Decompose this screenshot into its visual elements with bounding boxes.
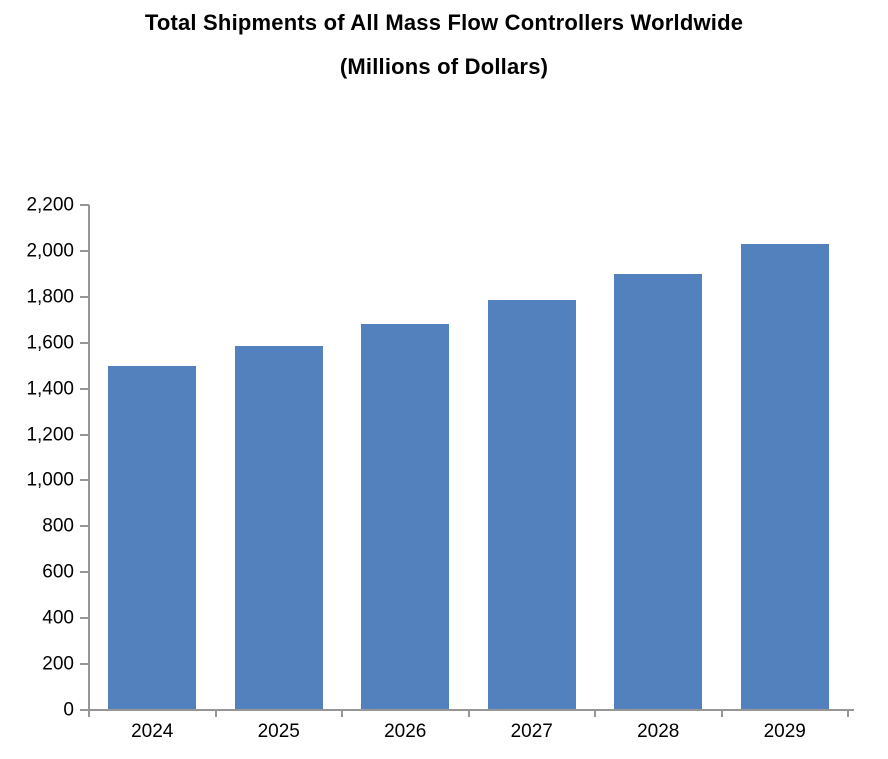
bar-2027: [487, 300, 576, 710]
y-axis-tick-label: 600: [42, 561, 74, 583]
y-axis-tick: [80, 663, 89, 666]
y-axis-tick-label: 2,000: [26, 240, 74, 262]
y-axis-tick: [80, 525, 89, 528]
y-axis-tick-label: 800: [42, 515, 74, 537]
bar-2029: [740, 244, 829, 710]
y-axis-tick-label: 1,600: [26, 332, 74, 354]
y-axis-tick: [80, 617, 89, 620]
y-axis-tick-label: 1,400: [26, 378, 74, 400]
x-axis-tick: [341, 710, 343, 717]
y-axis-tick-label: 1,800: [26, 286, 74, 308]
x-axis-tick: [720, 710, 723, 717]
y-axis-tick: [80, 387, 89, 390]
chart-title-line-2: (Millions of Dollars): [339, 54, 549, 79]
chart-title-line-1: Total Shipments of All Mass Flow Control…: [144, 10, 744, 35]
bar-2024: [108, 365, 197, 710]
y-axis-tick-label: 1,200: [26, 424, 74, 446]
x-axis-tick: [88, 710, 90, 717]
x-axis-category-label: 2027: [510, 721, 553, 742]
y-axis-tick-label: 200: [42, 653, 74, 675]
x-axis-line: [88, 709, 854, 711]
y-axis-tick: [80, 295, 89, 298]
y-axis-tick: [80, 479, 89, 482]
y-axis-tick: [80, 204, 89, 206]
x-axis-tick: [847, 710, 849, 717]
y-axis-tick-label: 0: [63, 699, 74, 721]
bar-2028: [614, 273, 703, 710]
x-axis-tick: [594, 710, 596, 717]
y-axis-tick: [80, 341, 89, 344]
y-axis-line: [88, 205, 90, 710]
x-axis-tick: [467, 710, 470, 717]
bar-2026: [361, 324, 450, 710]
y-axis-tick: [80, 709, 89, 711]
x-axis-category-label: 2028: [637, 721, 680, 742]
y-axis-tick-label: 1,000: [26, 469, 74, 491]
y-axis-tick-label: 2,200: [26, 194, 74, 216]
y-axis-tick: [80, 249, 89, 252]
y-axis-tick-label: 400: [42, 607, 74, 629]
x-axis-tick: [214, 710, 217, 717]
x-axis-category-label: 2026: [384, 721, 427, 742]
x-axis-category-label: 2025: [257, 721, 300, 742]
y-axis-tick: [80, 571, 89, 574]
y-axis-tick: [80, 433, 89, 436]
x-axis-category-label: 2029: [763, 721, 806, 742]
x-axis-category-label: 2024: [131, 721, 174, 742]
bar-2025: [234, 346, 323, 710]
